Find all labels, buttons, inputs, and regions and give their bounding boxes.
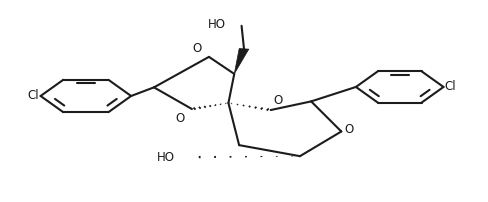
Text: HO: HO [207,18,225,31]
Text: Cl: Cl [445,80,456,94]
Polygon shape [234,48,249,74]
Text: O: O [175,112,184,125]
Text: O: O [273,94,283,107]
Text: HO: HO [157,151,175,164]
Text: O: O [344,123,353,136]
Text: O: O [192,42,202,55]
Text: Cl: Cl [27,89,39,102]
